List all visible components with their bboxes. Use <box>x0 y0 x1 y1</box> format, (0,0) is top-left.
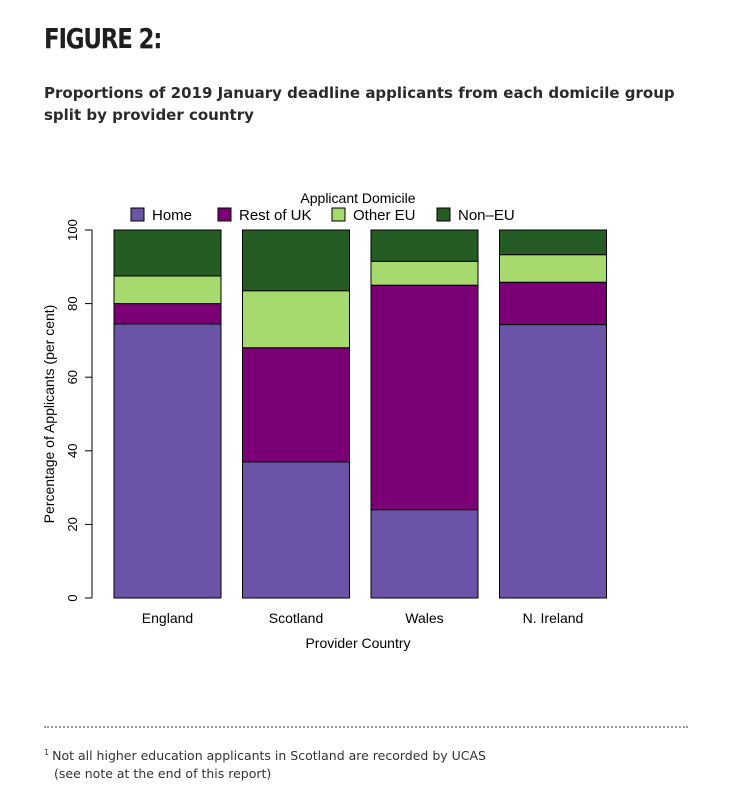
legend-swatch-rest-of-uk <box>217 207 232 222</box>
y-tick-label: 60 <box>65 370 80 384</box>
y-tick-label: 40 <box>65 444 80 458</box>
footnote: 1 Not all higher education applicants in … <box>44 744 486 783</box>
bar-scotland-home <box>242 461 350 599</box>
bar-n-ireland-non-eu <box>499 229 607 256</box>
legend-swatch-non-eu <box>436 207 451 222</box>
dotted-separator <box>44 726 688 728</box>
bar-scotland-other-eu <box>242 290 350 349</box>
x-tick-label-scotland: Scotland <box>269 610 323 626</box>
bar-england-non-eu <box>113 229 222 277</box>
bar-england-rest-of-uk <box>113 303 222 325</box>
bar-england-home <box>113 323 222 599</box>
y-tick-label: 80 <box>65 296 80 310</box>
figure-heading: FIGURE 2: <box>44 22 162 55</box>
x-axis-labels: England Scotland Wales N. Ireland <box>142 610 584 626</box>
legend-title: Applicant Domicile <box>300 190 415 206</box>
y-tick-label: 0 <box>65 594 80 601</box>
bars-group <box>113 229 607 599</box>
bar-n-ireland-home <box>499 324 607 599</box>
bar-wales-home <box>370 509 479 599</box>
y-tick-label: 20 <box>65 517 80 531</box>
x-axis-title: Provider Country <box>305 635 410 651</box>
figure-subtitle: Proportions of 2019 January deadline app… <box>44 84 675 124</box>
legend-label-rest-of-uk: Rest of UK <box>239 207 312 224</box>
legend-swatch-other-eu <box>331 207 346 222</box>
y-axis: 0 20 40 60 80 100 <box>65 219 93 602</box>
bar-wales-other-eu <box>370 260 479 286</box>
footnote-line-1: Not all higher education applicants in S… <box>52 748 486 764</box>
stacked-bar-chart: Applicant Domicile Home Rest of UK Other E… <box>41 190 607 651</box>
footnote-line-2: (see note at the end of this report) <box>54 766 272 782</box>
x-tick-label-england: England <box>142 610 193 626</box>
legend-label-other-eu: Other EU <box>353 207 416 224</box>
x-tick-label-wales: Wales <box>405 610 443 626</box>
legend-label-home: Home <box>152 207 192 224</box>
bar-wales-rest-of-uk <box>370 284 479 511</box>
legend-label-non-eu: Non–EU <box>458 207 515 224</box>
footnote-marker: 1 <box>44 748 50 757</box>
x-tick-label-n-ireland: N. Ireland <box>523 610 584 626</box>
legend: Applicant Domicile Home Rest of UK Other E… <box>130 190 515 224</box>
y-axis-title: Percentage of Applicants (per cent) <box>41 305 57 524</box>
bar-scotland-rest-of-uk <box>242 347 350 463</box>
bar-n-ireland-rest-of-uk <box>499 281 607 326</box>
bar-wales-non-eu <box>370 229 479 262</box>
y-tick-label: 100 <box>65 219 80 241</box>
bar-scotland-non-eu <box>242 229 350 292</box>
legend-swatch-home <box>130 207 145 222</box>
bar-england-other-eu <box>113 275 222 305</box>
bar-n-ireland-other-eu <box>499 254 607 283</box>
